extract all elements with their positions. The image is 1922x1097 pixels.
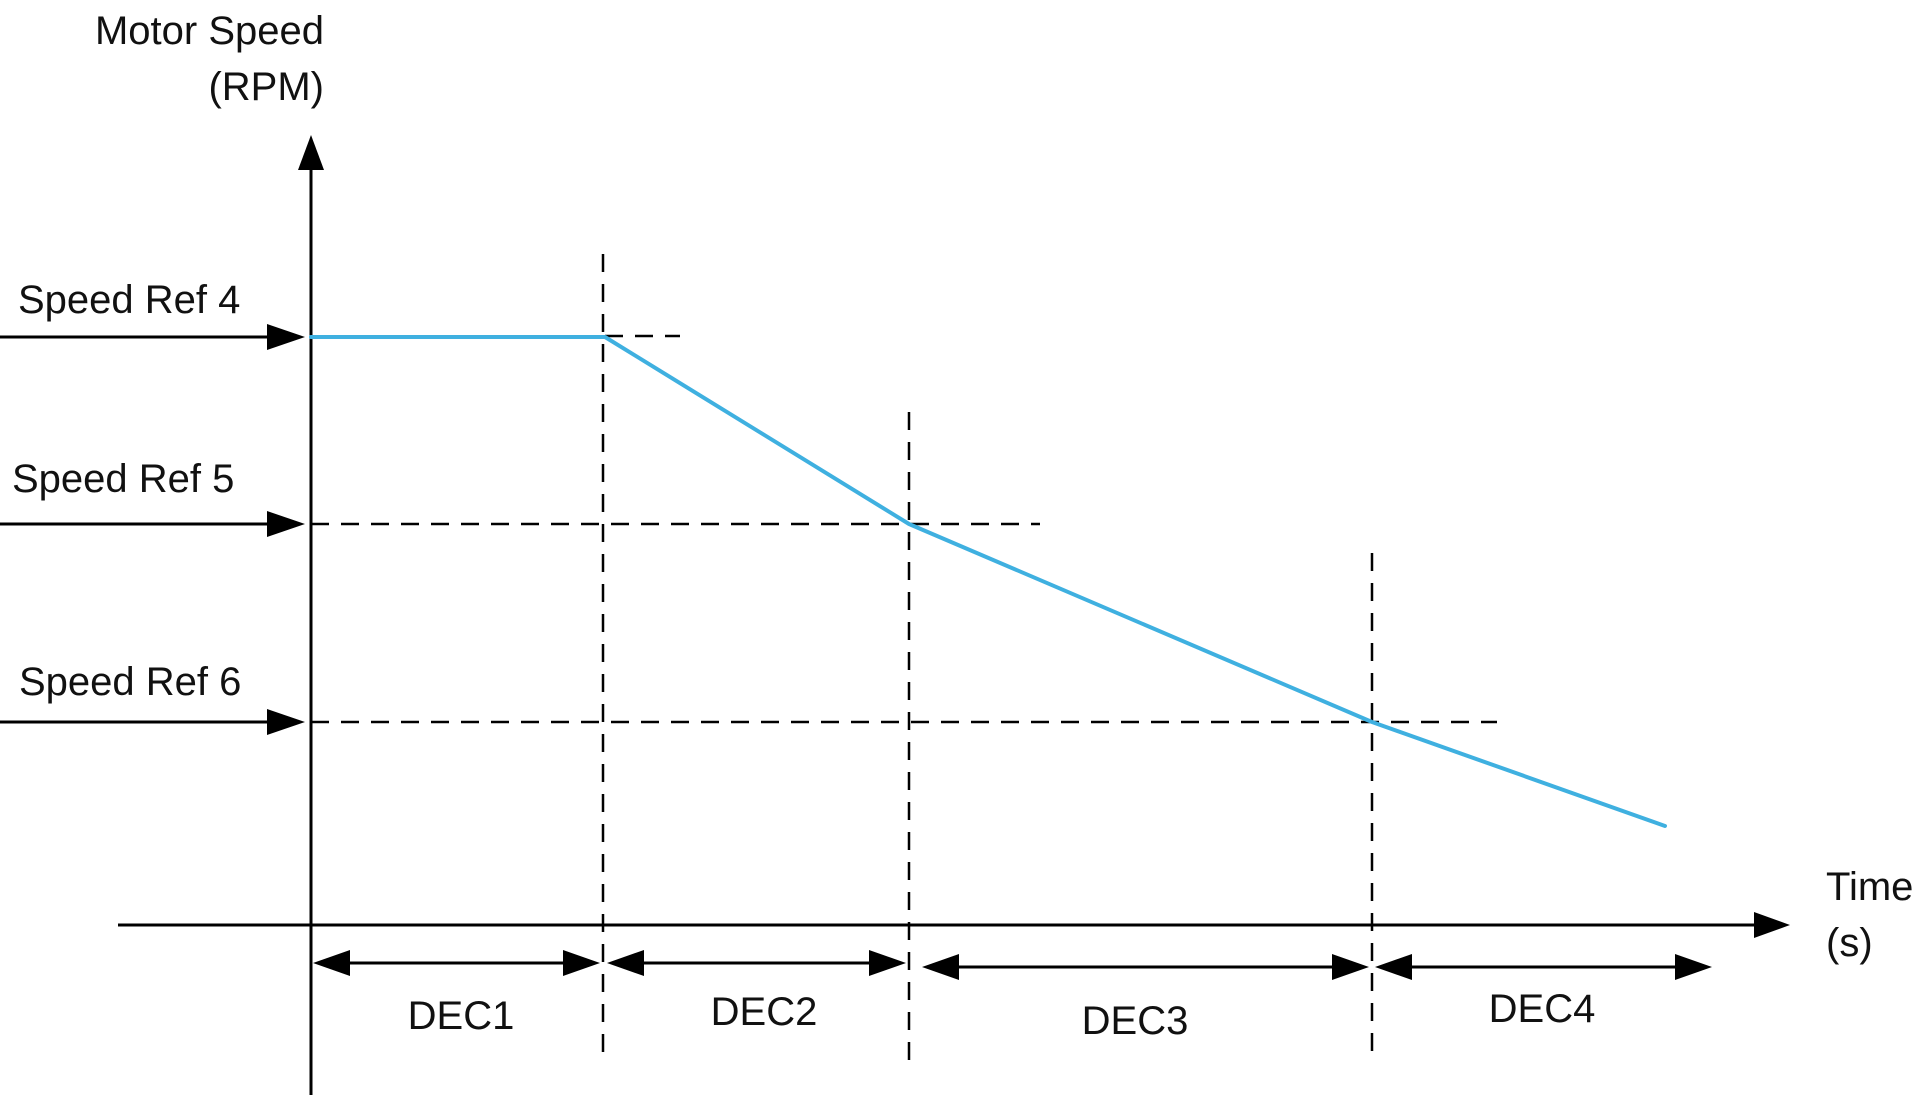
speed-ref-6-arrowhead — [267, 709, 305, 735]
speed-ref-4-label: Speed Ref 4 — [18, 278, 240, 322]
dec4-span-arrow — [1375, 954, 1712, 980]
dec1-span-arrow — [313, 950, 600, 976]
dec3-label: DEC3 — [1082, 999, 1189, 1043]
y-axis-label-line2: (RPM) — [208, 65, 324, 109]
dec3-span-arrow — [922, 954, 1369, 980]
speed-ref-6-label: Speed Ref 6 — [19, 660, 241, 704]
y-axis-label-line1: Motor Speed — [95, 9, 324, 53]
dec4-label: DEC4 — [1489, 987, 1596, 1031]
dec2-label: DEC2 — [711, 990, 818, 1034]
dec2-span-arrow — [607, 950, 906, 976]
speed-ref-5-label: Speed Ref 5 — [12, 457, 234, 501]
x-axis-label-line2: (s) — [1826, 921, 1873, 965]
speed-ref-5-arrowhead — [267, 511, 305, 537]
speed-ref-4-arrowhead — [267, 324, 305, 350]
x-axis-arrowhead — [1754, 912, 1790, 938]
dec1-label: DEC1 — [408, 994, 515, 1038]
speed-profile-line — [309, 335, 1667, 828]
x-axis-label-line1: Time — [1826, 865, 1913, 909]
y-axis-arrowhead — [298, 135, 324, 170]
